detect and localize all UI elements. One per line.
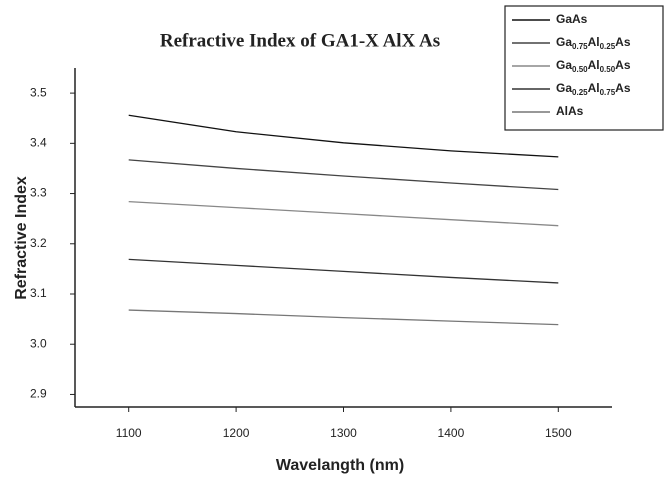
legend-label: Ga0.75Al0.25As (556, 35, 631, 51)
legend-label: Ga0.50Al0.50As (556, 58, 631, 74)
series-line (128, 114, 559, 158)
legend-label: AlAs (556, 104, 584, 118)
x-axis-title: Wavelangth (nm) (276, 457, 404, 474)
y-tick-label: 3.1 (30, 286, 47, 300)
x-tick-label: 1400 (438, 426, 465, 440)
y-tick-label: 3.0 (30, 336, 47, 350)
y-axis-title: Refractive Index (13, 176, 30, 300)
legend-label: Ga0.25Al0.75As (556, 81, 631, 97)
y-tick-label: 3.3 (30, 186, 47, 200)
series-line (128, 309, 559, 326)
y-tick-label: 3.2 (30, 236, 47, 250)
chart-title: Refractive Index of GA1-X AlX As (160, 30, 440, 51)
series-line (128, 159, 559, 191)
x-tick-label: 1200 (223, 426, 250, 440)
x-tick-label: 1500 (545, 426, 572, 440)
y-tick-label: 3.4 (30, 136, 47, 150)
y-tick-label: 3.5 (30, 85, 47, 99)
y-tick-label: 2.9 (30, 387, 47, 401)
x-tick-label: 1100 (116, 426, 142, 440)
series-line (128, 200, 559, 227)
legend-label: GaAs (556, 12, 588, 26)
series-line (128, 258, 559, 284)
legend-box (504, 5, 664, 131)
x-tick-label: 1300 (330, 426, 357, 440)
